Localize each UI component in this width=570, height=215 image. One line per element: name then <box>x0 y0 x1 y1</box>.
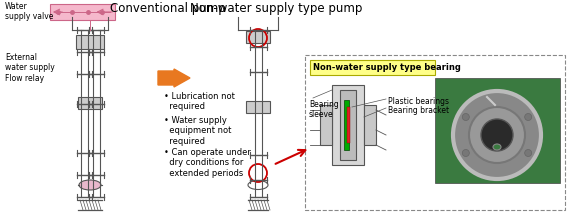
Bar <box>332 85 364 165</box>
Text: Conventional pump: Conventional pump <box>110 2 226 15</box>
Bar <box>310 60 435 75</box>
Text: Bearing bracket: Bearing bracket <box>388 106 449 115</box>
Circle shape <box>469 107 525 163</box>
Bar <box>50 4 115 20</box>
Bar <box>78 97 102 109</box>
Text: • Lubrication not
  required: • Lubrication not required <box>164 92 235 111</box>
Circle shape <box>524 114 532 120</box>
Text: • Water supply
  equipment not
  required: • Water supply equipment not required <box>164 116 231 146</box>
Bar <box>246 101 270 113</box>
Bar <box>320 105 332 145</box>
Text: • Can operate under
  dry conditions for
  extended periods: • Can operate under dry conditions for e… <box>164 148 251 178</box>
Bar <box>76 35 104 49</box>
Text: External
water supply
Flow relay: External water supply Flow relay <box>5 53 55 83</box>
Text: Water
supply valve: Water supply valve <box>5 2 54 22</box>
Circle shape <box>462 114 469 120</box>
Text: Non-water supply type pump: Non-water supply type pump <box>190 2 363 15</box>
Bar <box>246 31 270 43</box>
Bar <box>344 100 349 150</box>
Ellipse shape <box>79 180 101 190</box>
FancyArrow shape <box>158 69 190 87</box>
Text: Plastic bearings: Plastic bearings <box>388 97 449 106</box>
Bar <box>340 90 356 160</box>
Bar <box>364 105 376 145</box>
Circle shape <box>481 119 513 151</box>
Bar <box>435 78 560 183</box>
Text: Non-water supply type bearing: Non-water supply type bearing <box>313 63 461 72</box>
Circle shape <box>524 149 532 157</box>
Circle shape <box>453 91 541 179</box>
Circle shape <box>462 149 469 157</box>
Ellipse shape <box>493 144 501 150</box>
Bar <box>305 55 565 210</box>
Text: Bearing
sleeve: Bearing sleeve <box>309 100 339 119</box>
Bar <box>347 107 349 143</box>
